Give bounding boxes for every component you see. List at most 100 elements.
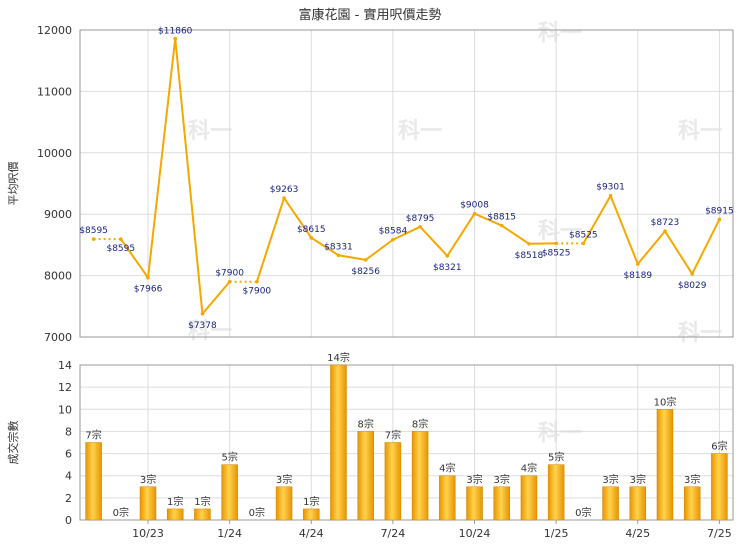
volume-bar: [194, 508, 211, 521]
volume-bar: [520, 475, 538, 521]
volume-data-label: 14宗: [327, 351, 350, 364]
volume-y-tick-label: 10: [58, 403, 72, 416]
volume-plot-frame: [79, 364, 734, 521]
volume-y-tick-label: 2: [65, 492, 72, 505]
price-point: [717, 217, 722, 222]
x-tick-label: 1/25: [544, 527, 569, 540]
volume-data-label: 3宗: [684, 473, 700, 486]
x-tick-label: 10/24: [459, 527, 491, 540]
volume-panel: 0 2 4 6 8 10 12 14 成交宗數 7宗 0宗 3宗 1宗 1宗 5宗 0宗 3宗 1宗 14宗 8宗 7宗…: [6, 351, 734, 540]
volume-bar: [683, 486, 701, 521]
price-point: [119, 237, 123, 241]
volume-data-label: 5宗: [221, 451, 237, 464]
volume-bar: [303, 508, 320, 521]
price-data-label: $8723: [651, 218, 680, 228]
watermark-text: 科一: [538, 21, 582, 46]
x-tick-label: 10/23: [132, 527, 164, 540]
volume-data-label: 1宗: [303, 495, 319, 508]
watermark-text: 科一: [678, 119, 722, 144]
volume-bar: [221, 464, 238, 521]
volume-y-tick-label: 6: [65, 448, 72, 461]
price-y-tick-label: 10000: [37, 147, 72, 160]
price-point: [663, 229, 667, 234]
watermark-text: 科一: [538, 421, 582, 446]
volume-data-label: 6宗: [711, 440, 727, 453]
x-tick-label: 7/24: [381, 527, 406, 540]
price-y-axis-label: 平均呎價: [6, 162, 20, 206]
price-point: [91, 237, 96, 241]
price-line-segment: [609, 195, 639, 265]
price-point: [309, 236, 314, 240]
watermark-text: 科一: [398, 119, 442, 144]
volume-y-tick-label: 8: [65, 425, 72, 438]
price-point: [227, 279, 232, 284]
price-data-label: $7900: [243, 287, 272, 297]
price-data-label: $8595: [106, 244, 135, 254]
x-tick-label: 4/24: [299, 527, 324, 540]
price-line-segment: [664, 230, 694, 275]
price-line-segment: [474, 212, 503, 227]
price-point: [336, 253, 341, 258]
price-point: [418, 224, 422, 229]
price-line-segment: [392, 225, 421, 241]
volume-bar: [629, 486, 647, 521]
volume-bar: [493, 486, 510, 521]
price-data-label: $8615: [297, 225, 326, 235]
volume-y-tick-label: 0: [65, 514, 72, 527]
price-data-label: $8518: [515, 251, 544, 261]
volume-data-label: 1宗: [167, 495, 183, 508]
volume-data-label: 3宗: [602, 473, 618, 486]
price-point: [635, 262, 640, 266]
price-line-segment: [365, 238, 394, 261]
price-point: [472, 211, 477, 216]
price-point: [499, 223, 504, 228]
price-panel: 7000 8000 9000 10000 11000 12000 平均呎價 $8595 $859…: [6, 24, 734, 344]
price-y-tick-label: 11000: [37, 85, 72, 98]
x-tick-label: 1/24: [217, 527, 242, 540]
watermark-text: 科一: [188, 319, 232, 344]
volume-data-label: 3宗: [466, 473, 482, 486]
volume-bar: [166, 508, 184, 521]
price-data-label: $8595: [79, 226, 108, 236]
price-line-segment: [119, 238, 149, 279]
price-data-label: $8525: [569, 230, 598, 240]
price-y-tick-label: 9000: [44, 208, 72, 221]
price-data-label: $7966: [134, 285, 163, 295]
volume-bar: [547, 464, 565, 521]
price-point: [391, 237, 395, 242]
chart-title: 富康花園 - 實用呎價走勢: [299, 7, 442, 23]
volume-data-label: 4宗: [439, 462, 455, 475]
volume-bar: [656, 409, 674, 521]
price-line-segment: [419, 226, 449, 257]
price-y-tick-label: 8000: [44, 270, 72, 283]
price-point: [255, 279, 259, 284]
volume-y-tick-label: 12: [58, 381, 72, 394]
volume-bar: [711, 453, 728, 521]
price-line-segment: [283, 197, 313, 239]
price-point: [581, 241, 586, 246]
price-data-label: $11860: [158, 27, 193, 37]
price-data-label: $8189: [623, 271, 652, 281]
price-point: [690, 272, 694, 276]
price-point: [608, 193, 613, 198]
price-line-segment: [582, 195, 612, 244]
volume-data-label: 3宗: [630, 473, 646, 486]
volume-data-label: 10宗: [654, 395, 677, 408]
price-line-segment: [637, 230, 666, 265]
price-data-label: $9301: [596, 183, 625, 193]
volume-data-label: 8宗: [358, 417, 374, 430]
price-point: [146, 275, 150, 280]
volume-data-label: 0宗: [113, 506, 129, 519]
price-data-label: $7378: [188, 321, 217, 331]
volume-data-label: 7宗: [85, 429, 101, 442]
price-line-segment: [691, 218, 721, 275]
volume-data-label: 7宗: [385, 429, 401, 442]
volume-bar: [357, 431, 374, 521]
volume-data-label: 3宗: [140, 473, 156, 486]
watermark-text: 科一: [188, 119, 232, 144]
price-y-tick-label: 12000: [37, 24, 72, 37]
price-data-label: $8584: [379, 227, 408, 237]
volume-y-tick-label: 14: [58, 359, 72, 372]
